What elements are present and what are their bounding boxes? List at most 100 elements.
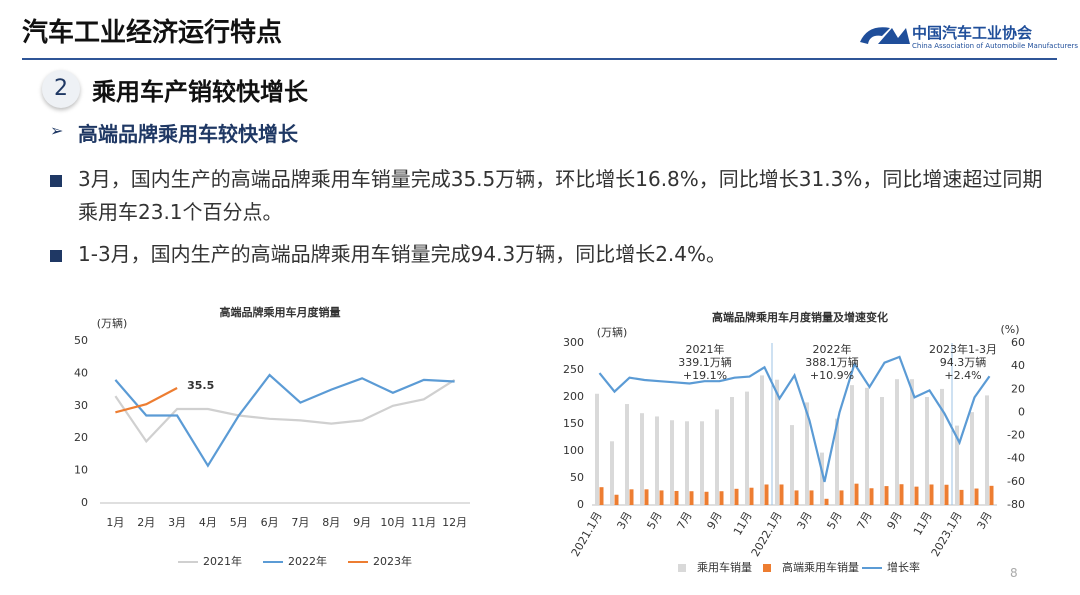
x-tick-label: 9月 xyxy=(884,510,904,532)
line-series xyxy=(114,373,455,468)
y-tick-label: 150 xyxy=(563,417,584,430)
x-tick-label: 7月 xyxy=(854,510,874,532)
x-tick-label: 3月 xyxy=(974,510,994,532)
subheading: 高端品牌乘用车较快增长 xyxy=(78,122,298,146)
y-tick-label: 100 xyxy=(563,444,584,457)
bar xyxy=(895,379,899,505)
x-tick-label: 2月 xyxy=(137,516,155,529)
bar xyxy=(959,489,964,505)
x-tick-label: 8月 xyxy=(322,516,340,529)
bar xyxy=(914,486,919,505)
bar xyxy=(644,489,649,505)
bar xyxy=(745,391,749,505)
bar xyxy=(760,375,764,505)
data-label: 35.5 xyxy=(187,379,214,392)
bar xyxy=(610,441,614,505)
bar xyxy=(809,490,814,505)
bar xyxy=(805,402,809,505)
section-number: 2 xyxy=(42,70,80,108)
y2-tick-label: -60 xyxy=(1007,475,1025,488)
y-axis-label: (万辆) xyxy=(97,316,128,330)
bar xyxy=(734,488,739,505)
bar xyxy=(730,397,734,505)
x-tick-label: 1月 xyxy=(106,516,124,529)
legend-label: 2021年 xyxy=(203,554,242,568)
bar xyxy=(599,487,604,505)
x-tick-label: 12月 xyxy=(442,516,467,529)
x-tick-label: 5月 xyxy=(644,510,664,532)
bar xyxy=(595,393,599,505)
y-tick-label: 20 xyxy=(74,431,88,444)
x-tick-label: 11月 xyxy=(911,510,935,538)
y-tick-label: 50 xyxy=(74,334,88,347)
line-series xyxy=(598,355,991,483)
page-number: 8 xyxy=(1010,566,1018,580)
legend-label: 2022年 xyxy=(288,554,327,568)
bullet-text: 3月，国内生产的高端品牌乘用车销量完成35.5万辆，环比增长16.8%，同比增长… xyxy=(78,167,1043,224)
annotation: 2022年 xyxy=(813,342,852,356)
y-tick-label: 10 xyxy=(74,464,88,477)
annotation: 339.1万辆 xyxy=(678,355,732,369)
bar xyxy=(940,388,944,505)
bar xyxy=(869,488,874,505)
bar xyxy=(689,491,694,505)
y-tick-label: 0 xyxy=(81,496,88,509)
x-tick-label: 9月 xyxy=(704,510,724,532)
arrow-icon: ➢ xyxy=(50,121,64,140)
bar xyxy=(839,490,844,505)
y-tick-label: 200 xyxy=(563,390,584,403)
bar xyxy=(775,379,779,505)
bar xyxy=(970,412,974,505)
header-title: 汽车工业经济运行特点 xyxy=(22,18,283,48)
bullet-text: 1-3月，国内生产的高端品牌乘用车销量完成94.3万辆，同比增长2.4%。 xyxy=(78,242,727,266)
bar xyxy=(865,387,869,505)
x-tick-label: 10月 xyxy=(380,516,405,529)
bar xyxy=(835,418,839,505)
x-tick-label: 6月 xyxy=(261,516,279,529)
legend-label: 增长率 xyxy=(887,560,920,574)
bar xyxy=(985,395,989,505)
chart-title: 高端品牌乘用车月度销量及增速变化 xyxy=(712,310,888,324)
x-tick-label: 3月 xyxy=(168,516,186,529)
y2-tick-label: 20 xyxy=(1011,382,1025,395)
bar xyxy=(749,487,754,505)
x-tick-label: 9月 xyxy=(353,516,371,529)
bar xyxy=(955,425,959,505)
bar xyxy=(910,379,914,505)
bar xyxy=(614,494,619,505)
bar xyxy=(899,484,904,505)
bar xyxy=(670,420,674,505)
annotation: +19.1% xyxy=(683,369,727,382)
bar xyxy=(824,498,829,505)
bar xyxy=(625,404,629,505)
legend-label: 高端乘用车销量 xyxy=(782,560,859,574)
logo-subtext: China Association of Automobile Manufact… xyxy=(912,42,1079,50)
bar xyxy=(655,416,659,505)
bar xyxy=(925,397,929,505)
legend-label: 2023年 xyxy=(373,554,412,568)
bar xyxy=(929,484,934,505)
bar xyxy=(794,490,799,505)
y-tick-label: 300 xyxy=(563,336,584,349)
logo-mark xyxy=(860,27,910,44)
bar xyxy=(989,485,994,505)
y2-tick-label: 60 xyxy=(1011,336,1025,349)
bar xyxy=(719,491,724,505)
bar xyxy=(790,425,794,505)
bar xyxy=(779,484,784,505)
bar xyxy=(854,483,859,505)
bar xyxy=(629,489,634,505)
x-tick-label: 5月 xyxy=(230,516,248,529)
legend-label: 乘用车销量 xyxy=(697,560,752,574)
bar xyxy=(640,413,644,505)
bar xyxy=(674,490,679,505)
bar xyxy=(715,409,719,505)
y2-tick-label: 0 xyxy=(1018,405,1025,418)
x-tick-label: 7月 xyxy=(674,510,694,532)
x-tick-label: 5月 xyxy=(824,510,844,532)
y2-axis-label: (%) xyxy=(1000,323,1019,336)
bar xyxy=(850,385,854,505)
bar xyxy=(820,452,824,505)
